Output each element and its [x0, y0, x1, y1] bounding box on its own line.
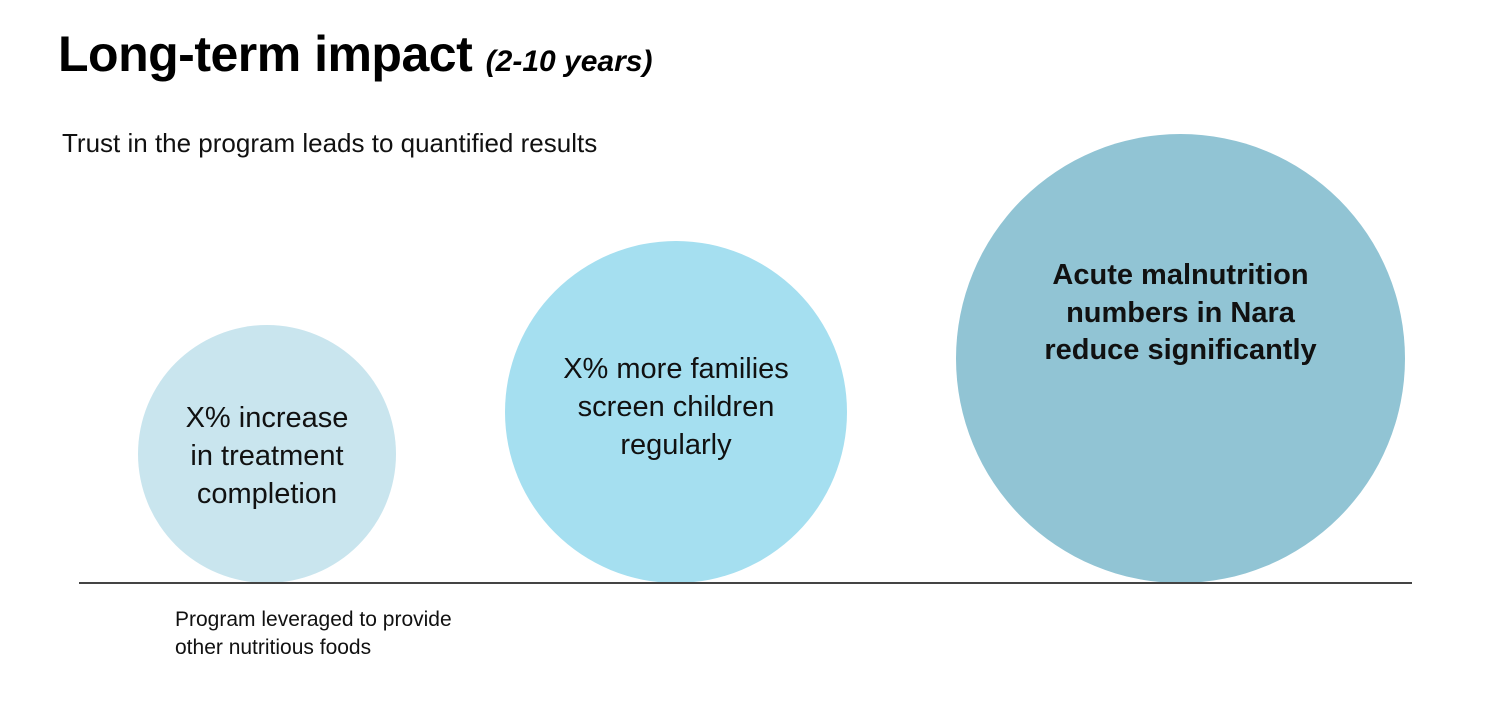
title-main: Long-term impact — [58, 26, 473, 82]
page-subtitle: Trust in the program leads to quantified… — [62, 128, 598, 158]
footnote: Program leveraged to provide other nutri… — [175, 608, 452, 659]
baseline-divider — [79, 582, 1412, 584]
page-title: Long-term impact (2-10 years) — [58, 26, 652, 84]
impact-label-treatment-completion: X% increase in treatment completion — [185, 402, 349, 510]
title-qualifier: (2-10 years) — [485, 45, 653, 78]
impact-circle-family-screening: X% more families screen children regular… — [505, 241, 847, 583]
impact-label-family-screening: X% more families screen children regular… — [563, 353, 789, 461]
impact-label-malnutrition-reduction: Acute malnutrition numbers in Nara reduc… — [1044, 258, 1317, 367]
impact-circle-malnutrition-reduction: Acute malnutrition numbers in Nara reduc… — [956, 134, 1405, 583]
impact-circle-treatment-completion: X% increase in treatment completion — [138, 325, 396, 583]
